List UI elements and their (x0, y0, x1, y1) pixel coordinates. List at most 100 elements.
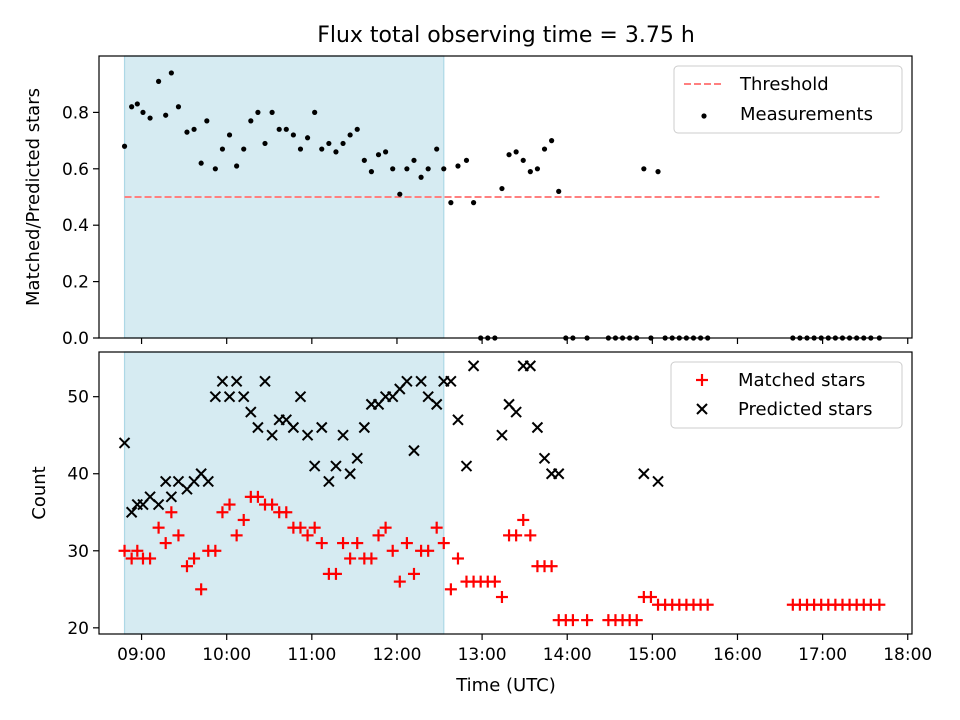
predicted-star-point (252, 421, 264, 434)
measurement-point (212, 166, 218, 172)
measurement-point (290, 132, 296, 138)
bottom-panel: 20 30 40 50 09:00 10:00 11:00 12:00 13:00 14:00 1… (29, 351, 932, 665)
measurement-point (425, 166, 431, 172)
measurement-point (340, 140, 346, 147)
legend-predicted-label: Predicted stars (738, 399, 872, 420)
predicted-star-point (118, 437, 131, 449)
x-tick-label: 16:00 (713, 645, 762, 665)
matched-star-point (172, 529, 185, 542)
predicted-star-point (524, 360, 537, 372)
measurement-point (434, 146, 440, 152)
measurement-point (354, 126, 360, 132)
measurement-point (121, 143, 128, 149)
measurement-point (641, 166, 647, 172)
predicted-star-point (467, 360, 480, 372)
measurement-point (534, 166, 541, 172)
matched-star-point (407, 567, 420, 580)
measurement-point (297, 146, 304, 152)
measurement-point (541, 146, 548, 152)
measurement-point (248, 118, 254, 124)
matched-star-point (701, 598, 714, 611)
measurement-point (319, 146, 325, 152)
measurement-point (527, 169, 533, 175)
predicted-star-point (223, 390, 236, 403)
measurement-point (455, 163, 461, 169)
predicted-star-point (496, 429, 508, 441)
predicted-star-point (266, 429, 278, 441)
x-tick-label: 17:00 (798, 645, 847, 665)
measurement-point (241, 146, 247, 152)
matched-star-point (125, 552, 138, 565)
measurement-point (226, 132, 233, 138)
x-tick-label: 15:00 (628, 645, 677, 665)
matched-star-point (351, 537, 364, 550)
matched-star-point (230, 529, 243, 542)
x-tick-label: 10:00 (202, 645, 251, 665)
matched-star-point (566, 614, 579, 627)
measurement-point (326, 140, 332, 147)
predicted-star-point (308, 460, 321, 472)
matched-stars-series (118, 490, 886, 627)
measurement-point (134, 101, 140, 107)
matched-star-point (372, 529, 385, 542)
matched-star-point (437, 537, 450, 550)
measurement-point (198, 160, 204, 166)
x-tick-label: 09:00 (117, 645, 166, 665)
matched-star-point (216, 506, 229, 519)
predicted-star-point (358, 421, 371, 434)
x-tick-label: 18:00 (883, 645, 932, 665)
matched-star-point (165, 506, 178, 519)
matched-star-point (644, 591, 657, 604)
x-tick-label: 13:00 (458, 645, 507, 665)
predicted-star-point (323, 475, 335, 488)
measurement-point (404, 166, 410, 172)
matched-star-point (344, 552, 357, 565)
measurement-point (168, 70, 174, 76)
predicted-star-point (430, 398, 443, 411)
legend-threshold-label: Threshold (739, 74, 829, 95)
predicted-star-point (294, 390, 307, 403)
predicted-star-point (316, 421, 328, 434)
predicted-star-point (445, 375, 457, 387)
matched-star-point (430, 521, 443, 534)
predicted-star-point (408, 444, 420, 457)
measurement-point (463, 157, 470, 163)
matched-star-point (195, 583, 208, 596)
predicted-star-point (230, 375, 243, 387)
measurement-point (368, 169, 375, 175)
y-tick-label: 0.4 (62, 216, 89, 236)
predicted-star-point (337, 429, 349, 441)
measurement-point (312, 109, 318, 115)
measurement-point (184, 129, 190, 135)
predicted-star-point (330, 460, 342, 472)
measurement-point (383, 149, 389, 155)
matched-star-point (400, 537, 413, 550)
measurement-point (411, 157, 417, 163)
y-tick-label: 20 (67, 619, 89, 639)
matched-star-point (237, 513, 250, 526)
measurement-point (397, 191, 403, 197)
matched-star-point (873, 598, 886, 611)
predicted-star-point (344, 468, 356, 480)
measurement-point (269, 109, 275, 115)
matched-star-point (131, 544, 144, 557)
measurement-point (506, 152, 512, 158)
measurement-point (129, 104, 135, 110)
measurement-point (655, 169, 661, 175)
matched-star-point (223, 498, 236, 511)
measurement-point (499, 185, 505, 192)
matched-star-point (365, 552, 378, 565)
predicted-star-point (552, 468, 565, 480)
x-tick-label: 14:00 (543, 645, 592, 665)
measurement-point (191, 126, 197, 132)
matched-star-point (488, 575, 501, 588)
matched-star-point (495, 591, 508, 604)
measurement-point (262, 140, 268, 147)
predicted-star-point (259, 375, 271, 387)
measurement-point (255, 109, 261, 115)
matched-star-point (545, 560, 558, 573)
predicted-star-point (238, 390, 250, 403)
measurement-point (549, 138, 555, 144)
measurement-point (175, 104, 182, 110)
measurement-point (441, 166, 447, 172)
